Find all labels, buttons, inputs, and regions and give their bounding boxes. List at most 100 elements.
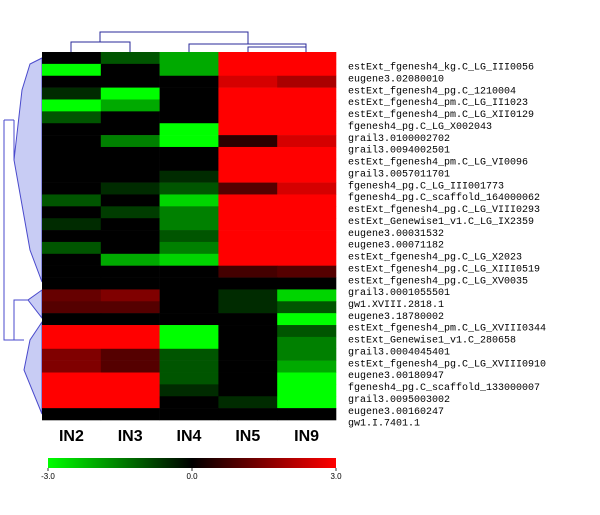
heatmap-cell	[42, 230, 102, 243]
heatmap-cell	[218, 52, 278, 65]
heatmap-cell	[218, 135, 278, 148]
heatmap-cell	[159, 111, 219, 124]
heatmap-cell	[218, 146, 278, 160]
heatmap-cell	[277, 408, 337, 421]
heatmap-cell	[277, 289, 337, 302]
heatmap-cell	[42, 277, 102, 290]
row-label: estExt_fgenesh4_pm.C_LG_II1023	[348, 97, 528, 109]
heatmap-cell	[277, 158, 337, 172]
row-label: eugene3.18780002	[348, 312, 444, 323]
heatmap-cell	[159, 241, 219, 255]
heatmap-cell	[42, 289, 102, 302]
heatmap-cell	[277, 87, 337, 100]
heatmap-cell	[277, 182, 337, 195]
heatmap-cell	[277, 52, 337, 65]
row-label: fgenesh4_pg.C_scaffold_133000007	[348, 382, 540, 394]
row-label: estExt_fgenesh4_pm.C_LG_XVIII0344	[348, 323, 546, 335]
heatmap-cell	[218, 75, 278, 88]
heatmap-cell	[218, 313, 278, 326]
column-label: IN2	[59, 428, 84, 445]
heatmap-cell	[218, 408, 278, 421]
heatmap-cell	[159, 289, 219, 302]
row-label: estExt_fgenesh4_pm.C_LG_VI0096	[348, 157, 528, 169]
heatmap-cell	[218, 182, 278, 195]
row-label: grail3.0094002501	[348, 145, 450, 157]
heatmap-cell	[159, 360, 219, 373]
heatmap-cell	[159, 146, 219, 160]
row-label: estExt_fgenesh4_pg.C_1210004	[348, 85, 516, 97]
heatmap-cell	[277, 123, 337, 136]
row-label: estExt_fgenesh4_pg.C_LG_XVIII0910	[348, 358, 546, 370]
heatmap-cell	[100, 253, 160, 266]
heatmap-cell	[159, 87, 219, 100]
heatmap-cell	[100, 194, 160, 207]
heatmap-cell	[159, 336, 219, 350]
heatmap-cell	[277, 336, 337, 350]
heatmap-cell	[159, 277, 219, 290]
row-label: estExt_fgenesh4_pm.C_LG_XII0129	[348, 109, 534, 121]
row-label: grail3.0001055501	[348, 287, 450, 299]
heatmap-cell	[218, 265, 278, 278]
heatmap-cell	[159, 313, 219, 326]
column-label: IN5	[235, 428, 260, 445]
row-label: fgenesh4_pg.C_scaffold_164000062	[348, 192, 540, 204]
heatmap-cell	[277, 135, 337, 148]
heatmap-cell	[159, 182, 219, 195]
heatmap-cell	[218, 289, 278, 302]
heatmap-cell	[159, 75, 219, 88]
heatmap-cell	[42, 87, 102, 100]
heatmap-cell	[100, 360, 160, 373]
heatmap-cell	[42, 52, 102, 65]
heatmap-cell	[100, 289, 160, 302]
heatmap-cell	[100, 75, 160, 88]
row-label: estExt_fgenesh4_pg.C_LG_XV0035	[348, 275, 528, 287]
heatmap-cell	[277, 230, 337, 243]
heatmap-cell	[100, 241, 160, 255]
heatmap-cell	[100, 206, 160, 219]
heatmap-cell	[42, 123, 102, 136]
heatmap-cell	[100, 336, 160, 350]
row-label: estExt_fgenesh4_pg.C_LG_XIII0519	[348, 263, 540, 275]
heatmap-cell	[100, 277, 160, 290]
heatmap-cell	[42, 325, 102, 338]
heatmap-cell	[100, 230, 160, 243]
heatmap-cell	[42, 146, 102, 160]
heatmap-cell	[277, 372, 337, 385]
heatmap-cell	[100, 384, 160, 397]
row-label: grail3.0004045401	[348, 346, 450, 358]
heatmap-cell	[100, 135, 160, 148]
heatmap-cell	[218, 87, 278, 100]
heatmap-cell	[100, 301, 160, 314]
heatmap-cell	[277, 325, 337, 338]
heatmap-cell	[159, 325, 219, 338]
heatmap-cell	[42, 301, 102, 314]
heatmap-cell	[42, 241, 102, 255]
heatmap-cell	[100, 372, 160, 385]
heatmap-cell	[42, 170, 102, 183]
heatmap-cell	[277, 206, 337, 219]
heatmap-cell	[277, 313, 337, 326]
heatmap-cell	[42, 206, 102, 219]
heatmap-cell	[218, 99, 278, 112]
heatmap-cell	[100, 123, 160, 136]
heatmap-cell	[218, 230, 278, 243]
heatmap-cell	[42, 182, 102, 195]
heatmap-cell	[159, 230, 219, 243]
heatmap-cell	[42, 99, 102, 112]
heatmap-cell	[218, 360, 278, 373]
heatmap-cell	[100, 396, 160, 409]
heatmap-cell	[42, 360, 102, 373]
row-label: gw1.I.7401.1	[348, 419, 420, 430]
heatmap-cell	[100, 218, 160, 231]
heatmap-cell	[277, 111, 337, 124]
heatmap-cell	[277, 218, 337, 231]
heatmap-cell	[100, 158, 160, 172]
heatmap-cell	[42, 218, 102, 231]
heatmap-cell	[100, 348, 160, 361]
heatmap-cell	[277, 301, 337, 314]
heatmap-cell	[159, 301, 219, 314]
heatmap-cell	[277, 146, 337, 160]
heatmap-cell	[218, 348, 278, 361]
heatmap-cell	[218, 241, 278, 255]
heatmap-cell	[218, 301, 278, 314]
